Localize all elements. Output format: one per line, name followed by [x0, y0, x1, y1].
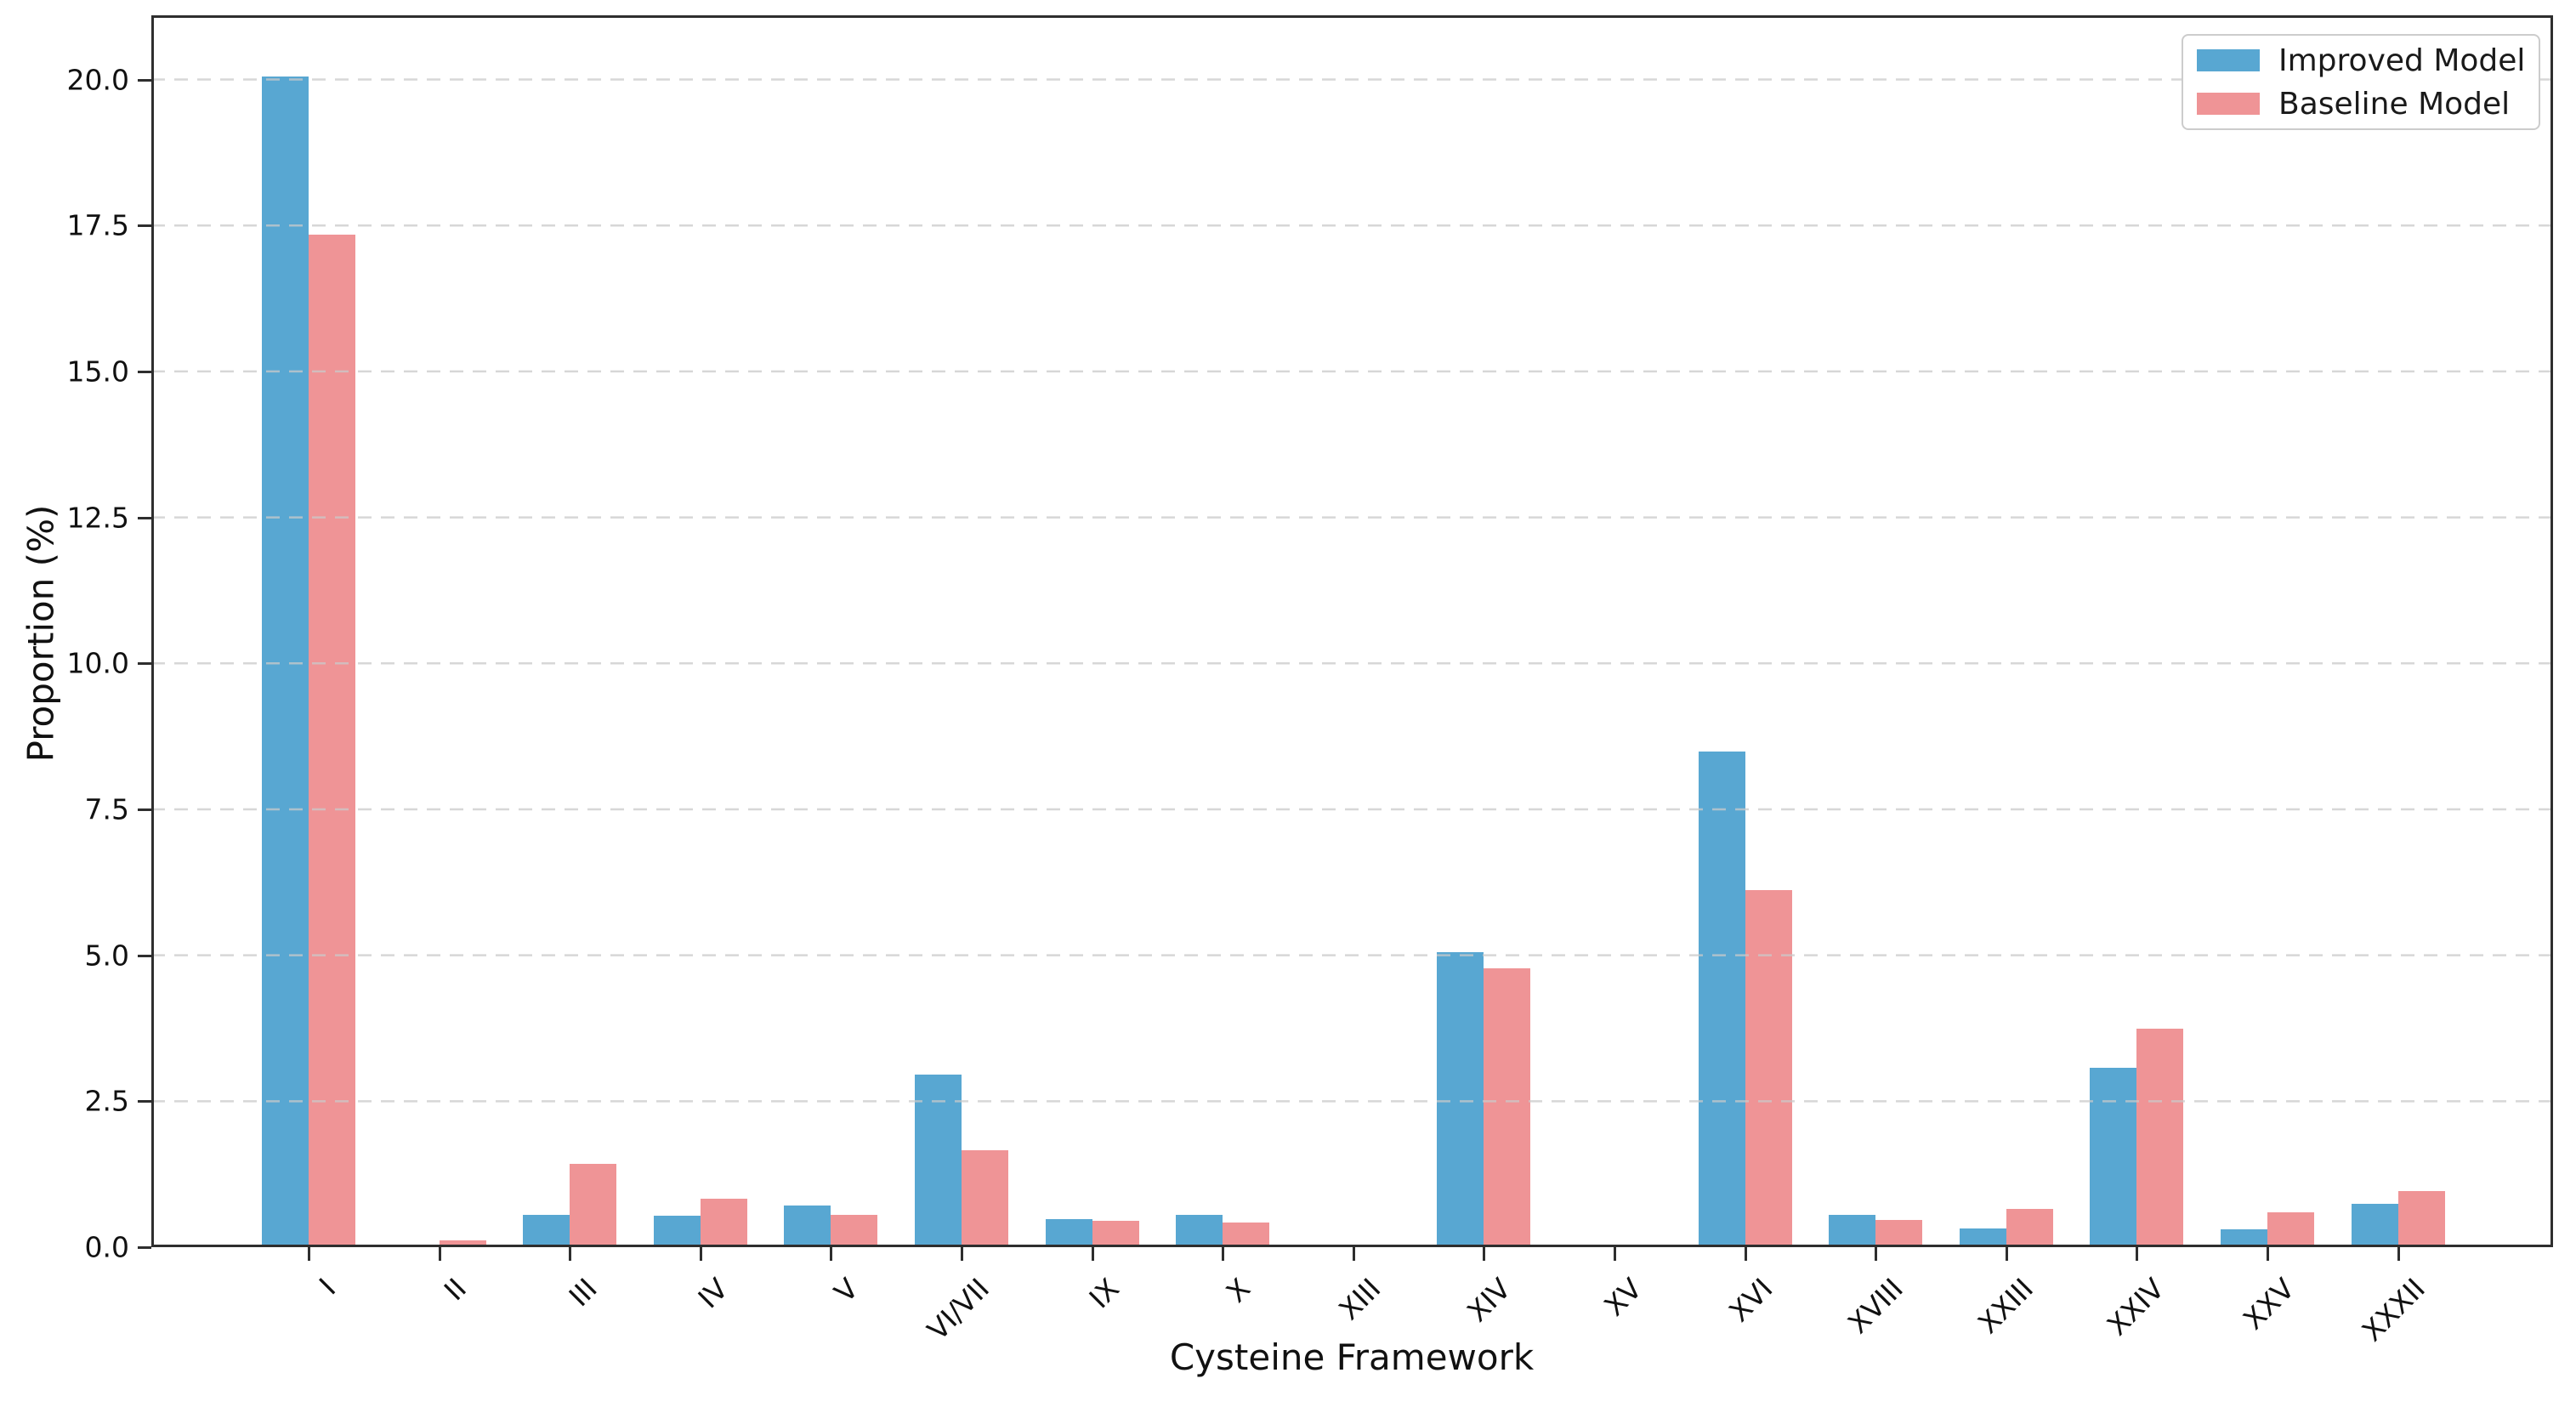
x-tick-mark-XIII: [1352, 1247, 1355, 1261]
bar-baseline-XXIII: [2006, 1209, 2053, 1247]
baseline-model-swatch: [2197, 93, 2260, 115]
y-tick-label-12.5: 12.5: [66, 501, 129, 535]
legend-label-baseline: Baseline Model: [2278, 86, 2511, 122]
bar-baseline-XVI: [1745, 890, 1792, 1247]
x-tick-label-XXIV: XXIV: [2100, 1272, 2170, 1342]
y-tick-mark-17.5: [138, 224, 151, 228]
y-tick-label-7.5: 7.5: [84, 792, 129, 826]
bar-improved-III: [523, 1215, 570, 1247]
x-tick-mark-XXV: [2267, 1247, 2269, 1261]
bar-improved-IX: [1045, 1219, 1092, 1247]
y-tick-mark-2.5: [138, 1100, 151, 1103]
x-tick-mark-X: [1222, 1247, 1225, 1261]
x-tick-label-XVIII: XVIII: [1841, 1272, 1909, 1341]
legend-label-improved: Improved Model: [2278, 43, 2526, 78]
y-tick-mark-15.0: [138, 370, 151, 373]
bar-baseline-IV: [700, 1199, 747, 1247]
bar-baseline-XVIII: [1875, 1220, 1923, 1247]
plot-border: [151, 15, 2553, 1247]
x-tick-mark-XXXII: [2397, 1247, 2400, 1261]
y-tick-mark-0.0: [138, 1246, 151, 1249]
x-tick-label-VI/VII: VI/VII: [920, 1272, 996, 1347]
bar-improved-I: [262, 77, 309, 1247]
bar-baseline-IX: [1092, 1221, 1139, 1247]
x-tick-mark-XV: [1614, 1247, 1616, 1261]
x-tick-mark-I: [308, 1247, 310, 1261]
y-tick-mark-10.0: [138, 662, 151, 666]
x-tick-label-IV: IV: [690, 1272, 735, 1315]
x-tick-mark-III: [569, 1247, 572, 1261]
legend-item-improved: Improved Model: [2197, 43, 2525, 78]
bar-improved-VI/VII: [915, 1075, 962, 1247]
improved-model-swatch: [2197, 49, 2260, 71]
bar-improved-XXIII: [1959, 1228, 2006, 1247]
bar-baseline-XXIV: [2136, 1029, 2184, 1247]
y-tick-mark-20.0: [138, 78, 151, 82]
y-tick-label-15.0: 15.0: [66, 355, 129, 389]
bar-improved-IV: [653, 1216, 701, 1247]
bar-baseline-II: [439, 1240, 486, 1247]
bar-baseline-VI/VII: [962, 1150, 1008, 1247]
x-tick-mark-XXIII: [2005, 1247, 2008, 1261]
bar-improved-V: [784, 1206, 831, 1247]
y-tick-label-2.5: 2.5: [84, 1084, 129, 1118]
bar-improved-XXV: [2221, 1229, 2267, 1247]
x-tick-mark-XIV: [1483, 1247, 1486, 1261]
x-tick-mark-XVIII: [1875, 1247, 1878, 1261]
y-tick-label-0.0: 0.0: [84, 1230, 129, 1264]
x-tick-label-XIV: XIV: [1461, 1272, 1518, 1329]
bar-baseline-XIV: [1484, 968, 1531, 1247]
x-tick-mark-IX: [1091, 1247, 1094, 1261]
y-tick-mark-5.0: [138, 954, 151, 957]
x-tick-label-XV: XV: [1597, 1272, 1648, 1323]
y-tick-label-20.0: 20.0: [66, 63, 129, 97]
y-axis-title: Proportion (%): [20, 504, 62, 763]
x-tick-label-V: V: [827, 1272, 865, 1309]
x-tick-mark-VI/VII: [961, 1247, 963, 1261]
x-tick-mark-V: [830, 1247, 833, 1261]
bar-baseline-XXXII: [2397, 1191, 2445, 1247]
bar-baseline-V: [831, 1215, 878, 1247]
y-tick-mark-7.5: [138, 808, 151, 811]
bar-baseline-III: [570, 1164, 617, 1247]
x-axis-title: Cysteine Framework: [1169, 1336, 1535, 1378]
x-tick-mark-XXIV: [2136, 1247, 2139, 1261]
y-tick-mark-12.5: [138, 516, 151, 519]
legend: Improved Model Baseline Model: [2182, 34, 2540, 130]
y-tick-label-10.0: 10.0: [66, 646, 129, 680]
bar-baseline-XXV: [2267, 1212, 2314, 1247]
x-tick-label-III: III: [562, 1272, 604, 1313]
bar-improved-X: [1176, 1215, 1223, 1247]
y-tick-label-17.5: 17.5: [66, 208, 129, 242]
bar-baseline-I: [309, 235, 355, 1247]
bar-improved-XVIII: [1829, 1215, 1876, 1247]
bar-baseline-X: [1223, 1223, 1270, 1247]
x-tick-mark-II: [438, 1247, 441, 1261]
bar-improved-XVI: [1698, 752, 1745, 1247]
bar-improved-XIV: [1437, 952, 1484, 1247]
x-tick-label-I: I: [313, 1272, 343, 1302]
x-tick-label-XIII: XIII: [1332, 1272, 1387, 1327]
x-tick-label-IX: IX: [1082, 1272, 1126, 1315]
x-tick-label-XXIII: XXIII: [1972, 1272, 2040, 1341]
bar-improved-XXXII: [2351, 1204, 2398, 1247]
x-tick-label-X: X: [1219, 1272, 1257, 1309]
x-tick-label-XXV: XXV: [2237, 1272, 2301, 1336]
legend-item-baseline: Baseline Model: [2197, 87, 2525, 122]
x-tick-mark-XVI: [1744, 1247, 1747, 1261]
x-tick-label-XVI: XVI: [1722, 1272, 1779, 1329]
bar-improved-XXIV: [2090, 1068, 2137, 1247]
x-tick-label-XXXII: XXXII: [2355, 1272, 2432, 1348]
y-tick-label-5.0: 5.0: [84, 939, 129, 973]
x-tick-mark-IV: [699, 1247, 702, 1261]
x-tick-label-II: II: [437, 1272, 474, 1308]
